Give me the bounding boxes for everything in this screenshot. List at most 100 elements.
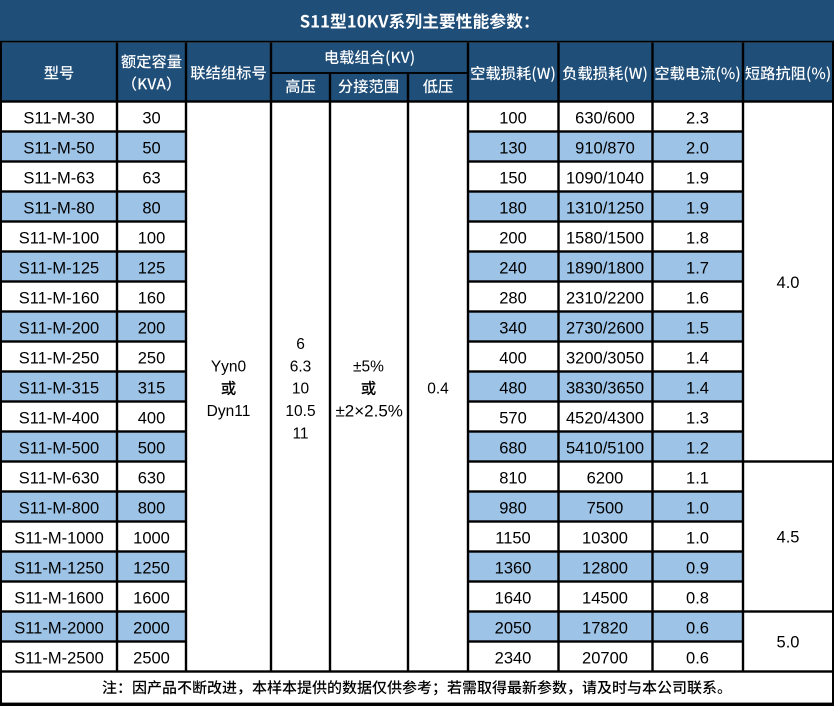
svg-text:Dyn11: Dyn11 xyxy=(207,403,251,420)
svg-text:S11-M-160: S11-M-160 xyxy=(19,289,99,307)
svg-text:2310/2200: 2310/2200 xyxy=(566,289,644,307)
svg-text:S11-M-2500: S11-M-2500 xyxy=(14,649,104,667)
svg-text:2000: 2000 xyxy=(133,619,170,637)
svg-text:400: 400 xyxy=(499,349,527,367)
svg-text:S11-M-500: S11-M-500 xyxy=(19,439,99,457)
svg-text:100: 100 xyxy=(499,109,527,127)
svg-text:S11-M-50: S11-M-50 xyxy=(23,139,94,157)
svg-text:4.5: 4.5 xyxy=(777,529,800,547)
svg-text:160: 160 xyxy=(138,289,166,307)
svg-text:240: 240 xyxy=(499,259,527,277)
svg-text:500: 500 xyxy=(138,439,166,457)
svg-text:180: 180 xyxy=(499,199,527,217)
svg-text:1640: 1640 xyxy=(495,589,532,607)
svg-text:280: 280 xyxy=(499,289,527,307)
svg-text:1600: 1600 xyxy=(133,589,170,607)
svg-text:±5%: ±5% xyxy=(353,358,384,375)
svg-text:10.5: 10.5 xyxy=(285,403,315,420)
svg-text:1000: 1000 xyxy=(133,529,170,547)
svg-text:0.4: 0.4 xyxy=(427,381,449,398)
svg-text:810: 810 xyxy=(499,469,527,487)
svg-text:1.4: 1.4 xyxy=(686,349,709,367)
svg-text:0.9: 0.9 xyxy=(686,559,709,577)
svg-text:570: 570 xyxy=(499,409,527,427)
svg-text:S11-M-250: S11-M-250 xyxy=(19,349,99,367)
svg-text:150: 150 xyxy=(499,169,527,187)
svg-text:±2×2.5%: ±2×2.5% xyxy=(335,402,402,421)
svg-text:630/600: 630/600 xyxy=(575,109,635,127)
svg-text:6.3: 6.3 xyxy=(290,358,312,375)
svg-text:1.6: 1.6 xyxy=(686,289,709,307)
svg-text:1.5: 1.5 xyxy=(686,319,709,337)
svg-text:S11-M-1600: S11-M-1600 xyxy=(14,589,104,607)
svg-text:12800: 12800 xyxy=(582,559,628,577)
svg-text:4520/4300: 4520/4300 xyxy=(566,409,644,427)
svg-text:315: 315 xyxy=(138,379,166,397)
svg-text:2340: 2340 xyxy=(495,649,532,667)
svg-text:S11-M-315: S11-M-315 xyxy=(19,379,99,397)
svg-text:30: 30 xyxy=(142,109,160,127)
svg-text:11: 11 xyxy=(292,426,308,443)
svg-text:5410/5100: 5410/5100 xyxy=(566,439,644,457)
svg-text:3200/3050: 3200/3050 xyxy=(566,349,644,367)
svg-text:910/870: 910/870 xyxy=(575,139,635,157)
svg-text:0.6: 0.6 xyxy=(686,619,709,637)
svg-text:400: 400 xyxy=(138,409,166,427)
svg-text:480: 480 xyxy=(499,379,527,397)
svg-text:1.9: 1.9 xyxy=(686,199,709,217)
svg-text:630: 630 xyxy=(138,469,166,487)
svg-text:340: 340 xyxy=(499,319,527,337)
svg-text:S11-M-200: S11-M-200 xyxy=(19,319,99,337)
svg-text:680: 680 xyxy=(499,439,527,457)
svg-text:2050: 2050 xyxy=(495,619,532,637)
svg-text:S11-M-125: S11-M-125 xyxy=(19,259,99,277)
svg-text:130: 130 xyxy=(499,139,527,157)
svg-text:200: 200 xyxy=(138,319,166,337)
svg-text:3830/3650: 3830/3650 xyxy=(566,379,644,397)
svg-text:S11-M-63: S11-M-63 xyxy=(23,169,94,187)
svg-text:50: 50 xyxy=(142,139,160,157)
svg-text:0.6: 0.6 xyxy=(686,649,709,667)
svg-text:10: 10 xyxy=(292,381,310,398)
svg-text:1.2: 1.2 xyxy=(686,439,709,457)
svg-text:1.8: 1.8 xyxy=(686,229,709,247)
svg-text:1.0: 1.0 xyxy=(686,529,709,547)
svg-text:1.7: 1.7 xyxy=(686,259,709,277)
svg-text:1.9: 1.9 xyxy=(686,169,709,187)
svg-text:0.8: 0.8 xyxy=(686,589,709,607)
svg-text:1150: 1150 xyxy=(495,529,530,547)
svg-text:S11-M-1250: S11-M-1250 xyxy=(14,559,104,577)
svg-text:2500: 2500 xyxy=(133,649,170,667)
svg-text:63: 63 xyxy=(142,169,160,187)
svg-text:1090/1040: 1090/1040 xyxy=(566,169,644,187)
svg-text:1580/1500: 1580/1500 xyxy=(566,229,644,247)
svg-text:S11-M-1000: S11-M-1000 xyxy=(14,529,104,547)
svg-text:17820: 17820 xyxy=(582,619,628,637)
svg-text:2.3: 2.3 xyxy=(686,109,709,127)
svg-text:5.0: 5.0 xyxy=(777,634,800,652)
svg-text:1.0: 1.0 xyxy=(686,499,709,517)
svg-text:1.3: 1.3 xyxy=(686,409,709,427)
svg-text:80: 80 xyxy=(142,199,160,217)
svg-text:S11-M-30: S11-M-30 xyxy=(23,109,94,127)
svg-text:1890/1800: 1890/1800 xyxy=(566,259,644,277)
svg-text:800: 800 xyxy=(138,499,166,517)
svg-text:1250: 1250 xyxy=(133,559,170,577)
svg-text:10300: 10300 xyxy=(582,529,628,547)
svg-text:200: 200 xyxy=(499,229,527,247)
svg-text:S11-M-80: S11-M-80 xyxy=(23,199,94,217)
svg-text:100: 100 xyxy=(138,229,166,247)
svg-text:6200: 6200 xyxy=(587,469,624,487)
svg-text:980: 980 xyxy=(499,499,527,517)
svg-text:125: 125 xyxy=(138,259,166,277)
svg-text:6: 6 xyxy=(296,336,305,353)
svg-text:1.4: 1.4 xyxy=(686,379,709,397)
svg-text:7500: 7500 xyxy=(587,499,624,517)
svg-text:1310/1250: 1310/1250 xyxy=(566,199,644,217)
svg-text:S11-M-630: S11-M-630 xyxy=(19,469,99,487)
svg-text:2.0: 2.0 xyxy=(686,139,709,157)
svg-text:4.0: 4.0 xyxy=(777,274,800,292)
svg-text:S11-M-400: S11-M-400 xyxy=(19,409,99,427)
svg-text:2730/2600: 2730/2600 xyxy=(566,319,644,337)
svg-text:S11-M-800: S11-M-800 xyxy=(19,499,99,517)
